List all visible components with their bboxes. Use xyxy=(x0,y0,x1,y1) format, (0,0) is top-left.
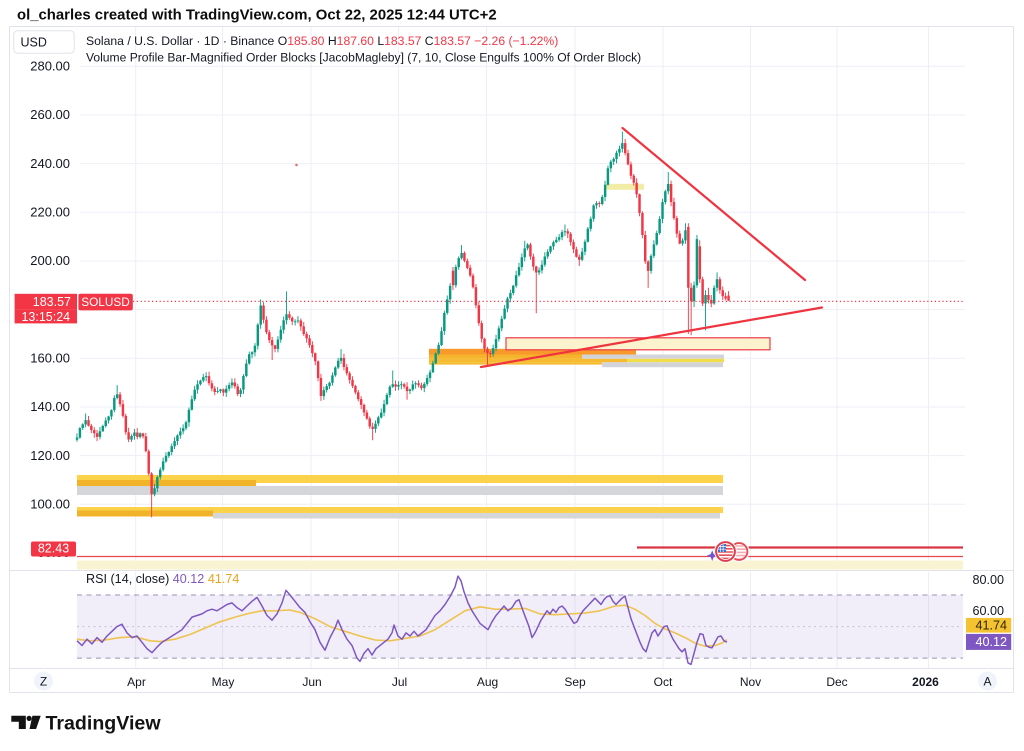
svg-text:ol_charles created with Tradin: ol_charles created with TradingView.com,… xyxy=(17,8,497,24)
svg-text:2026: 2026 xyxy=(912,675,939,689)
svg-text:SOLUSD: SOLUSD xyxy=(81,295,130,309)
svg-text:A: A xyxy=(983,674,991,688)
svg-text:120.00: 120.00 xyxy=(30,448,70,463)
svg-text:220.00: 220.00 xyxy=(30,205,70,220)
svg-text:60.00: 60.00 xyxy=(972,604,1004,618)
svg-text:Nov: Nov xyxy=(740,675,761,689)
svg-text:200.00: 200.00 xyxy=(30,253,70,268)
svg-text:RSI (14, close) 40.12 41.74: RSI (14, close) 40.12 41.74 xyxy=(86,572,239,586)
svg-text:Solana / U.S. Dollar · 1D · Bi: Solana / U.S. Dollar · 1D · Binance O185… xyxy=(86,34,558,48)
svg-text:260.00: 260.00 xyxy=(30,107,70,122)
svg-text:Dec: Dec xyxy=(826,675,847,689)
svg-text:Sep: Sep xyxy=(564,675,586,689)
svg-text:13:15:24: 13:15:24 xyxy=(21,310,70,324)
svg-text:Oct: Oct xyxy=(654,675,673,689)
svg-text:Aug: Aug xyxy=(477,675,498,689)
svg-text:41.74: 41.74 xyxy=(975,618,1007,632)
svg-text:Volume Profile Bar-Magnified O: Volume Profile Bar-Magnified Order Block… xyxy=(86,51,641,65)
svg-text:TradingView: TradingView xyxy=(46,713,162,735)
svg-text:160.00: 160.00 xyxy=(30,351,70,366)
svg-text:May: May xyxy=(212,675,235,689)
svg-text:80.00: 80.00 xyxy=(972,573,1004,587)
svg-text:82.43: 82.43 xyxy=(38,542,69,556)
svg-text:USD: USD xyxy=(21,36,47,50)
svg-text:40.12: 40.12 xyxy=(975,635,1007,649)
svg-text:Jul: Jul xyxy=(392,675,407,689)
svg-text:140.00: 140.00 xyxy=(30,399,70,414)
svg-text:100.00: 100.00 xyxy=(30,497,70,512)
svg-text:183.57: 183.57 xyxy=(33,295,71,309)
svg-text:280.00: 280.00 xyxy=(30,59,70,74)
svg-text:Apr: Apr xyxy=(127,675,146,689)
svg-text:Z: Z xyxy=(40,674,47,688)
svg-text:240.00: 240.00 xyxy=(30,156,70,171)
svg-text:Jun: Jun xyxy=(302,675,321,689)
